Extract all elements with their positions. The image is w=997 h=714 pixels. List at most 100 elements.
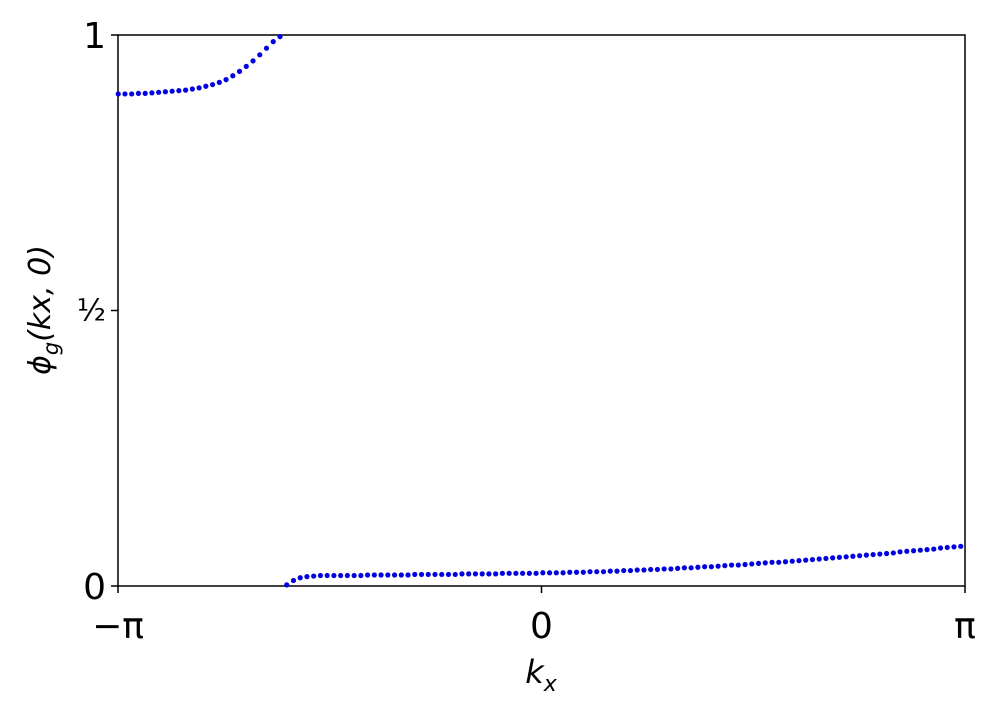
data-point bbox=[755, 560, 762, 567]
data-point bbox=[243, 63, 249, 70]
data-point bbox=[466, 571, 472, 577]
data-point bbox=[358, 572, 364, 579]
data-point bbox=[209, 81, 216, 88]
data-point bbox=[735, 562, 741, 568]
data-point bbox=[809, 556, 816, 563]
data-point bbox=[304, 574, 310, 580]
data-point bbox=[230, 73, 236, 79]
data-point bbox=[472, 571, 479, 577]
data-point bbox=[216, 79, 222, 85]
data-point bbox=[897, 549, 903, 555]
data-point bbox=[526, 570, 532, 576]
data-point bbox=[338, 572, 344, 579]
data-point bbox=[769, 559, 775, 565]
y-tick-label: 1 bbox=[83, 16, 106, 57]
data-point bbox=[499, 570, 506, 576]
data-point bbox=[385, 572, 391, 578]
data-point bbox=[115, 91, 121, 97]
data-point bbox=[162, 89, 168, 95]
data-point bbox=[681, 565, 687, 571]
data-point bbox=[567, 569, 573, 575]
data-point bbox=[149, 90, 155, 96]
data-point bbox=[432, 571, 438, 578]
data-point bbox=[439, 571, 445, 578]
data-point bbox=[944, 544, 950, 551]
data-point bbox=[661, 566, 667, 572]
data-point bbox=[870, 551, 876, 558]
data-point bbox=[391, 572, 398, 578]
data-point bbox=[890, 550, 896, 556]
y-label-suffix: (kx, 0) bbox=[23, 245, 58, 342]
data-point bbox=[722, 563, 728, 569]
data-point bbox=[776, 559, 782, 565]
x-tick-label: −π bbox=[92, 606, 144, 647]
data-point bbox=[344, 572, 350, 579]
data-point bbox=[331, 572, 337, 579]
data-point bbox=[594, 569, 600, 575]
data-point bbox=[425, 571, 431, 578]
data-point bbox=[520, 570, 526, 576]
data-point bbox=[621, 567, 627, 574]
data-point bbox=[708, 564, 714, 570]
data-point bbox=[614, 568, 620, 574]
data-point bbox=[378, 572, 384, 578]
data-point bbox=[203, 83, 209, 89]
data-point bbox=[762, 560, 768, 566]
data-point bbox=[398, 572, 404, 578]
x-tick-label: π bbox=[954, 606, 976, 647]
data-point bbox=[607, 568, 613, 574]
data-point bbox=[803, 557, 809, 563]
data-point bbox=[169, 88, 175, 94]
data-point bbox=[715, 563, 721, 569]
data-point bbox=[634, 567, 640, 573]
data-point bbox=[843, 554, 849, 560]
data-point bbox=[540, 570, 546, 576]
data-point bbox=[452, 571, 458, 578]
data-point bbox=[823, 555, 829, 562]
data-point bbox=[284, 582, 290, 588]
data-point bbox=[816, 556, 822, 562]
data-point bbox=[418, 571, 425, 578]
data-point bbox=[183, 87, 189, 93]
data-point bbox=[546, 570, 553, 576]
data-point bbox=[580, 569, 586, 575]
data-point bbox=[324, 572, 330, 579]
data-point bbox=[904, 548, 910, 554]
data-point bbox=[688, 565, 694, 571]
data-point bbox=[445, 571, 452, 578]
data-point bbox=[924, 547, 930, 553]
data-point bbox=[702, 564, 708, 570]
data-point bbox=[796, 558, 802, 564]
data-point bbox=[196, 85, 202, 91]
data-point bbox=[742, 561, 748, 568]
data-point bbox=[236, 68, 243, 74]
y-label-text: ϕ bbox=[23, 355, 58, 375]
data-point bbox=[830, 555, 836, 561]
x-label-subscript: x bbox=[543, 672, 558, 697]
data-point bbox=[553, 570, 559, 576]
data-point bbox=[836, 554, 843, 560]
x-tick-label: 0 bbox=[530, 606, 553, 647]
data-point bbox=[587, 569, 593, 575]
data-point bbox=[135, 90, 142, 97]
data-point bbox=[931, 546, 937, 552]
data-point bbox=[250, 58, 256, 64]
y-tick-label: ½ bbox=[77, 294, 106, 329]
data-point bbox=[122, 91, 128, 97]
data-point bbox=[857, 553, 863, 559]
data-point bbox=[877, 551, 883, 557]
data-point bbox=[695, 564, 701, 570]
data-point bbox=[189, 86, 195, 92]
data-point bbox=[479, 571, 485, 577]
data-point bbox=[351, 572, 357, 579]
data-point bbox=[675, 565, 681, 571]
data-point bbox=[863, 552, 869, 558]
data-point bbox=[668, 566, 674, 572]
y-label-subscript: g bbox=[39, 342, 63, 355]
data-point bbox=[311, 573, 317, 579]
data-point bbox=[560, 570, 566, 576]
data-point bbox=[263, 45, 270, 51]
data-point bbox=[412, 571, 418, 578]
data-point bbox=[297, 575, 303, 581]
